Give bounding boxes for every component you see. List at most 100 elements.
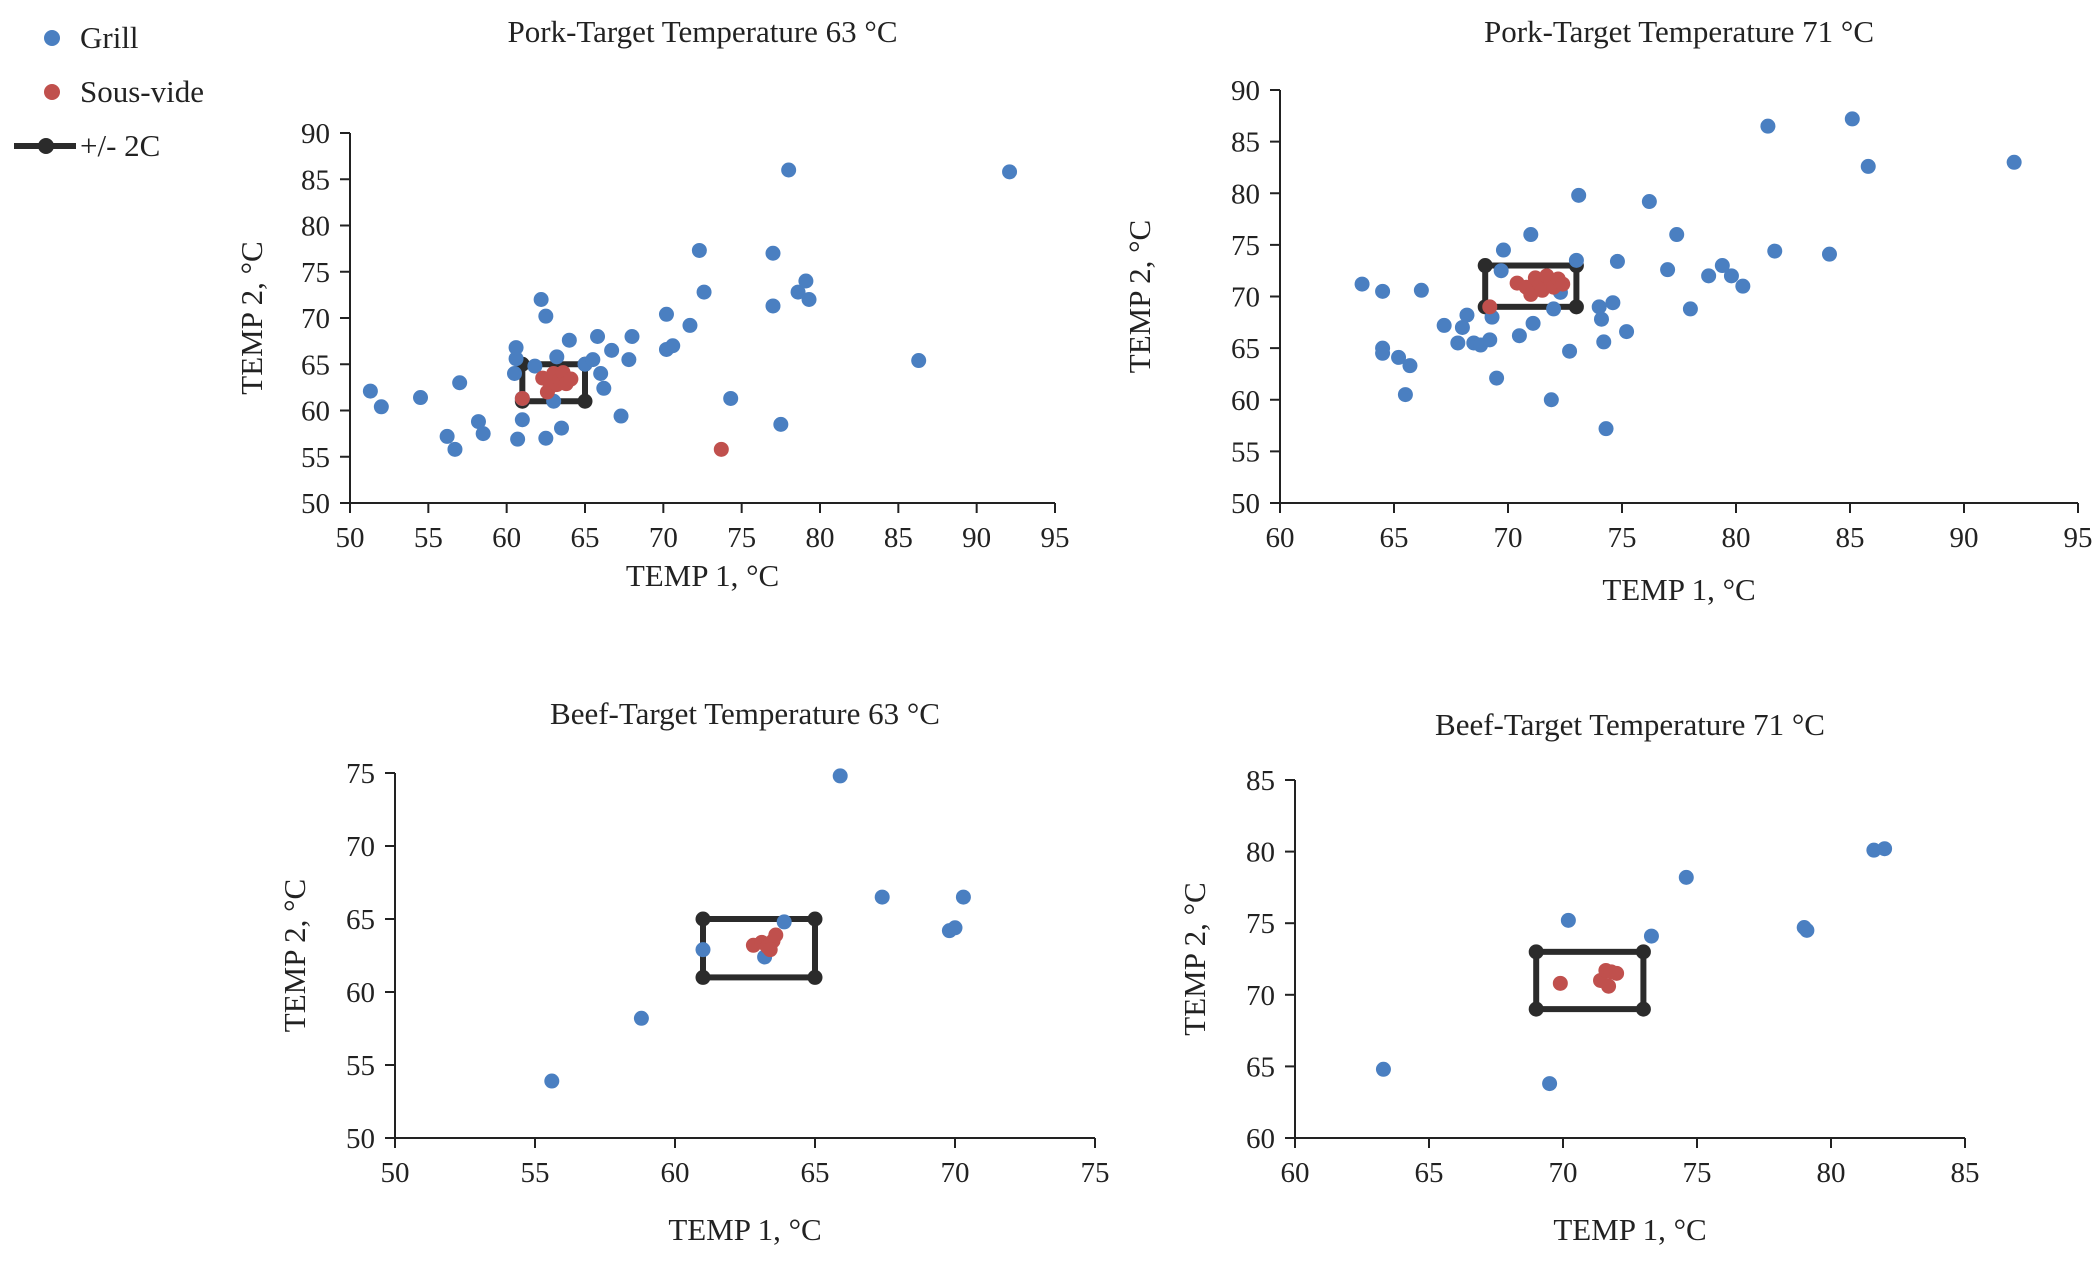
- grill-point: [1495, 242, 1511, 258]
- grill-point: [1723, 268, 1739, 284]
- grill-point: [2006, 154, 2022, 170]
- grill-point: [561, 332, 577, 348]
- grill-point: [1489, 370, 1505, 386]
- sous-vide-point: [514, 390, 530, 406]
- grill-point: [613, 408, 629, 424]
- x-axis-label: TEMP 1, °C: [626, 558, 779, 593]
- grill-point: [1760, 118, 1776, 134]
- target-box-corner: [1568, 299, 1584, 315]
- x-tick-label: 80: [806, 522, 835, 554]
- y-tick-label: 85: [1246, 765, 1275, 797]
- grill-point: [832, 768, 848, 784]
- grill-point: [801, 292, 817, 307]
- target-box-corner: [807, 969, 823, 985]
- grill-point: [549, 349, 565, 365]
- grill-point: [1543, 392, 1559, 408]
- chart-title: Beef-Target Temperature 71 °C: [1435, 707, 1825, 742]
- y-tick-label: 50: [1231, 488, 1260, 520]
- grill-point: [1002, 164, 1018, 180]
- grill-point: [1821, 246, 1837, 262]
- grill-point: [776, 914, 792, 930]
- grill-point: [1669, 227, 1685, 243]
- legend-item-sous-vide[interactable]: Sous-vide: [14, 72, 204, 112]
- grill-point: [1436, 317, 1452, 333]
- grill-point: [1591, 299, 1607, 315]
- grill-point: [1877, 841, 1893, 857]
- grill-point: [1459, 307, 1475, 323]
- y-tick-label: 85: [1231, 127, 1260, 159]
- sous-vide-point: [1552, 975, 1568, 991]
- grill-point: [1641, 194, 1657, 210]
- grill-point: [658, 306, 674, 322]
- grill-point: [1598, 421, 1614, 437]
- legend-item-band[interactable]: +/- 2C: [14, 126, 160, 166]
- grill-point: [452, 375, 468, 391]
- x-tick-label: 60: [661, 1157, 690, 1189]
- grill-point: [510, 431, 526, 447]
- grill-point: [1450, 335, 1466, 351]
- target-box: [1533, 948, 1647, 1013]
- grill-point: [765, 298, 781, 314]
- grill-point: [765, 245, 781, 261]
- y-tick-label: 80: [1231, 178, 1260, 210]
- y-axis-label: TEMP 2, °C: [277, 879, 312, 1032]
- grill-point: [470, 414, 486, 430]
- x-tick-label: 85: [1951, 1157, 1980, 1189]
- chart-title: Pork-Target Temperature 63 °C: [508, 14, 898, 49]
- grill-point: [1609, 253, 1625, 269]
- target-box-corner: [1528, 944, 1544, 960]
- grill-point: [1397, 387, 1413, 403]
- grill-point: [1593, 311, 1609, 327]
- x-tick-label: 90: [962, 522, 991, 554]
- x-tick-label: 65: [1380, 522, 1409, 554]
- y-tick-label: 50: [346, 1123, 375, 1155]
- grill-point: [373, 399, 389, 415]
- grill-point: [1701, 268, 1717, 284]
- grill-point: [1402, 358, 1418, 374]
- grill-point: [527, 358, 543, 374]
- grill-point: [798, 273, 814, 289]
- sous-vide-point: [1609, 965, 1625, 981]
- y-tick-label: 60: [301, 396, 330, 428]
- sous-vide-point: [1601, 978, 1617, 994]
- y-axis-label: TEMP 2, °C: [234, 241, 269, 394]
- grill-point: [1375, 345, 1391, 361]
- y-tick-label: 50: [301, 488, 330, 520]
- y-tick-label: 60: [1246, 1123, 1275, 1155]
- chart-2: Pork-Target Temperature 71 °C 60 65 70 75 80 8…: [1122, 14, 2093, 607]
- grill-point: [1714, 258, 1730, 274]
- y-tick-label: 90: [301, 118, 330, 150]
- grill-point: [1375, 1061, 1391, 1077]
- grill-point: [507, 366, 522, 381]
- x-tick-label: 70: [1549, 1157, 1578, 1189]
- grill-point: [1511, 328, 1527, 344]
- grill-point: [1375, 283, 1391, 299]
- y-tick-label: 65: [1246, 1051, 1275, 1083]
- grill-point: [544, 1073, 560, 1089]
- grill-point: [1643, 928, 1659, 944]
- grill-point: [874, 889, 890, 905]
- x-tick-label: 70: [1494, 522, 1523, 554]
- chart-1: Pork-Target Temperature 63 °C 50 55 60 65 70 7…: [234, 14, 1070, 593]
- sous-vide-point: [713, 441, 729, 457]
- grill-point: [1660, 262, 1676, 278]
- grill-point: [362, 383, 378, 399]
- grill-point: [633, 1010, 649, 1026]
- x-tick-label: 80: [1722, 522, 1751, 554]
- grill-point: [790, 284, 806, 300]
- grill-point: [585, 352, 601, 368]
- grill-point: [1482, 332, 1498, 348]
- grill-point: [1546, 301, 1562, 317]
- y-tick-label: 60: [346, 977, 375, 1009]
- y-tick-label: 80: [301, 211, 330, 243]
- legend-item-grill[interactable]: Grill: [14, 18, 139, 58]
- target-box-corner: [695, 969, 711, 985]
- grill-point: [413, 390, 428, 406]
- band-line-icon: [14, 138, 76, 154]
- x-tick-label: 60: [1281, 1157, 1310, 1189]
- x-tick-label: 75: [727, 522, 756, 554]
- x-tick-label: 65: [1415, 1157, 1444, 1189]
- y-tick-label: 55: [301, 442, 330, 474]
- chart-3: Beef-Target Temperature 63 °C 50 55 60 65 70 7…: [277, 696, 1110, 1247]
